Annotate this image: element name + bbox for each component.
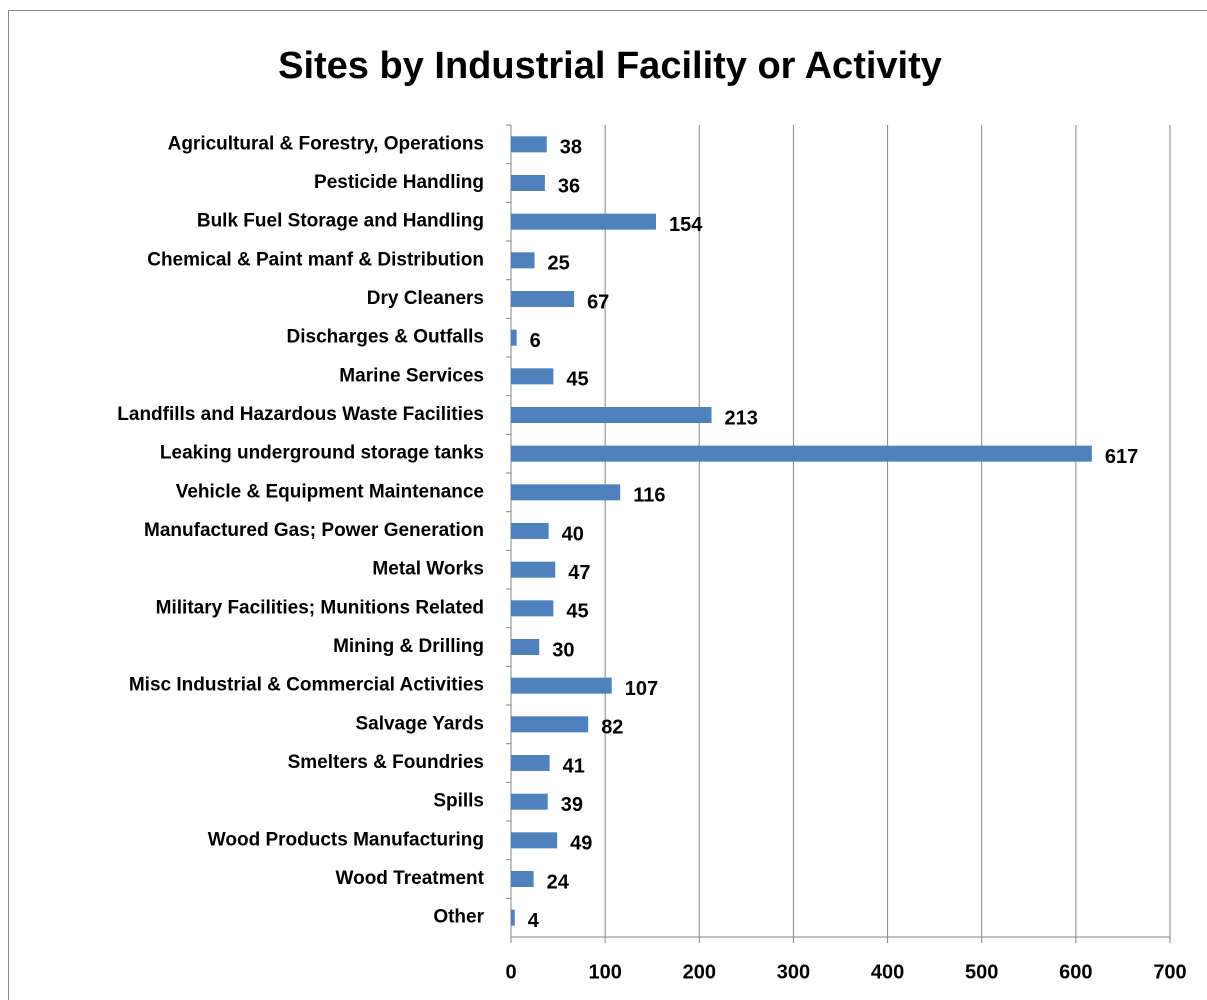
bar: [511, 175, 545, 191]
y-tick-label: Leaking underground storage tanks: [160, 443, 484, 464]
bar: [511, 329, 517, 346]
bar: [511, 561, 556, 578]
value-label: 30: [552, 639, 574, 661]
value-label: 116: [633, 485, 665, 507]
x-tick-label: 200: [683, 961, 716, 983]
bar: [511, 909, 515, 926]
bar: [511, 832, 558, 849]
value-label: 67: [587, 291, 609, 313]
value-label: 4: [528, 910, 540, 932]
value-label: 24: [547, 871, 570, 893]
x-tick-label: 0: [505, 961, 516, 983]
x-tick-label: 400: [871, 961, 904, 983]
y-tick-label: Salvage Yards: [355, 713, 484, 734]
bar: [511, 484, 621, 501]
y-tick-label: Landfills and Hazardous Waste Facilities: [117, 404, 484, 425]
chart-title: Sites by Industrial Facility or Activity: [278, 45, 942, 87]
x-tick-label: 100: [588, 961, 621, 983]
bar: [511, 600, 554, 617]
y-tick-label: Spills: [433, 791, 484, 812]
bar: [511, 213, 656, 230]
chart-border: [8, 10, 1207, 1000]
x-tick-label: 300: [777, 961, 810, 983]
y-tick-label: Metal Works: [372, 559, 484, 580]
y-tick-label: Marine Services: [339, 365, 484, 386]
bar: [511, 368, 554, 385]
y-tick-label: Military Facilities; Munitions Related: [156, 597, 484, 618]
value-label: 213: [725, 407, 758, 429]
bar: [511, 291, 575, 307]
value-label: 45: [566, 601, 588, 623]
y-tick-label: Other: [433, 907, 484, 928]
value-label: 49: [570, 833, 592, 855]
bar: [511, 716, 589, 733]
value-label: 6: [530, 330, 541, 352]
value-label: 45: [566, 369, 588, 391]
bar: [511, 871, 534, 887]
value-label: 39: [561, 794, 583, 816]
bar: [511, 523, 549, 539]
bar: [511, 639, 540, 655]
value-label: 107: [625, 678, 658, 700]
value-label: 40: [562, 523, 584, 545]
bar: [511, 793, 548, 810]
value-label: 82: [601, 717, 623, 739]
y-tick-label: Discharges & Outfalls: [287, 327, 484, 348]
bar: [511, 445, 1092, 462]
y-tick-label: Wood Products Manufacturing: [208, 829, 484, 850]
bar: [511, 755, 550, 771]
value-label: 38: [560, 137, 582, 159]
y-tick-label: Agricultural & Forestry, Operations: [168, 133, 484, 154]
y-tick-label: Mining & Drilling: [333, 636, 484, 657]
y-tick-label: Chemical & Paint manf & Distribution: [147, 249, 484, 270]
y-tick-label: Smelters & Foundries: [288, 752, 484, 773]
x-tick-label: 600: [1059, 961, 1092, 983]
bar: [511, 252, 535, 269]
y-tick-label: Manufactured Gas; Power Generation: [144, 520, 484, 541]
y-tick-label: Wood Treatment: [336, 868, 485, 889]
y-tick-label: Pesticide Handling: [314, 172, 484, 193]
value-label: 617: [1105, 446, 1138, 468]
value-label: 25: [548, 253, 570, 275]
bar: [511, 677, 612, 694]
y-tick-label: Bulk Fuel Storage and Handling: [197, 211, 484, 232]
y-tick-label: Dry Cleaners: [367, 288, 484, 309]
value-label: 154: [669, 214, 703, 236]
bar: [511, 407, 712, 423]
value-label: 36: [558, 175, 580, 197]
bar: [511, 136, 547, 153]
value-label: 41: [563, 755, 585, 777]
value-label: 47: [568, 562, 590, 584]
y-tick-label: Vehicle & Equipment Maintenance: [176, 481, 484, 502]
x-tick-label: 700: [1153, 961, 1186, 983]
x-tick-label: 500: [965, 961, 998, 983]
y-tick-label: Misc Industrial & Commercial Activities: [129, 675, 484, 696]
